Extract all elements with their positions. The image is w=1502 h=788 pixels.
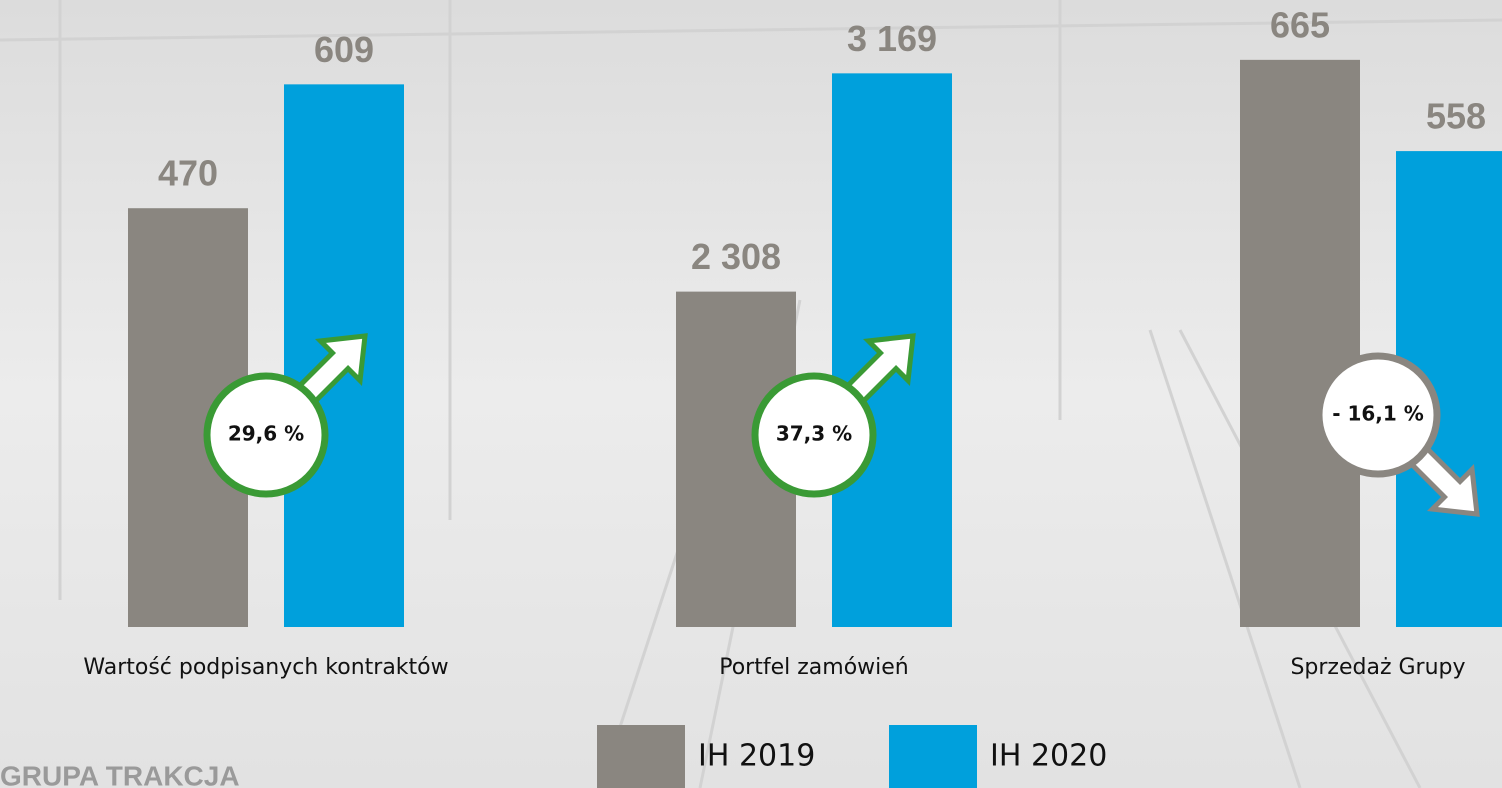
change-label: 37,3 % <box>776 422 852 446</box>
category-label: Sprzedaż Grupy <box>1290 655 1465 680</box>
chart: GRUPA TRAKCJA IH 2019 IH 2020 470 609 Wart… <box>0 0 1502 788</box>
value-label: 3 169 <box>847 18 937 59</box>
category-label: Wartość podpisanych kontraktów <box>83 655 448 680</box>
category-label: Portfel zamówień <box>719 655 909 680</box>
footer-text: GRUPA TRAKCJA <box>0 760 240 788</box>
legend-swatch <box>889 725 977 788</box>
bar <box>1240 60 1360 627</box>
legend-swatch <box>597 725 685 788</box>
value-label: 609 <box>314 29 374 70</box>
value-label: 665 <box>1270 4 1330 45</box>
legend-label: IH 2019 <box>698 739 815 774</box>
value-label: 558 <box>1426 96 1486 137</box>
value-label: 470 <box>158 153 218 194</box>
change-label: 29,6 % <box>228 422 304 446</box>
value-label: 2 308 <box>691 236 781 277</box>
change-label: - 16,1 % <box>1332 402 1424 426</box>
legend-label: IH 2020 <box>990 739 1107 774</box>
